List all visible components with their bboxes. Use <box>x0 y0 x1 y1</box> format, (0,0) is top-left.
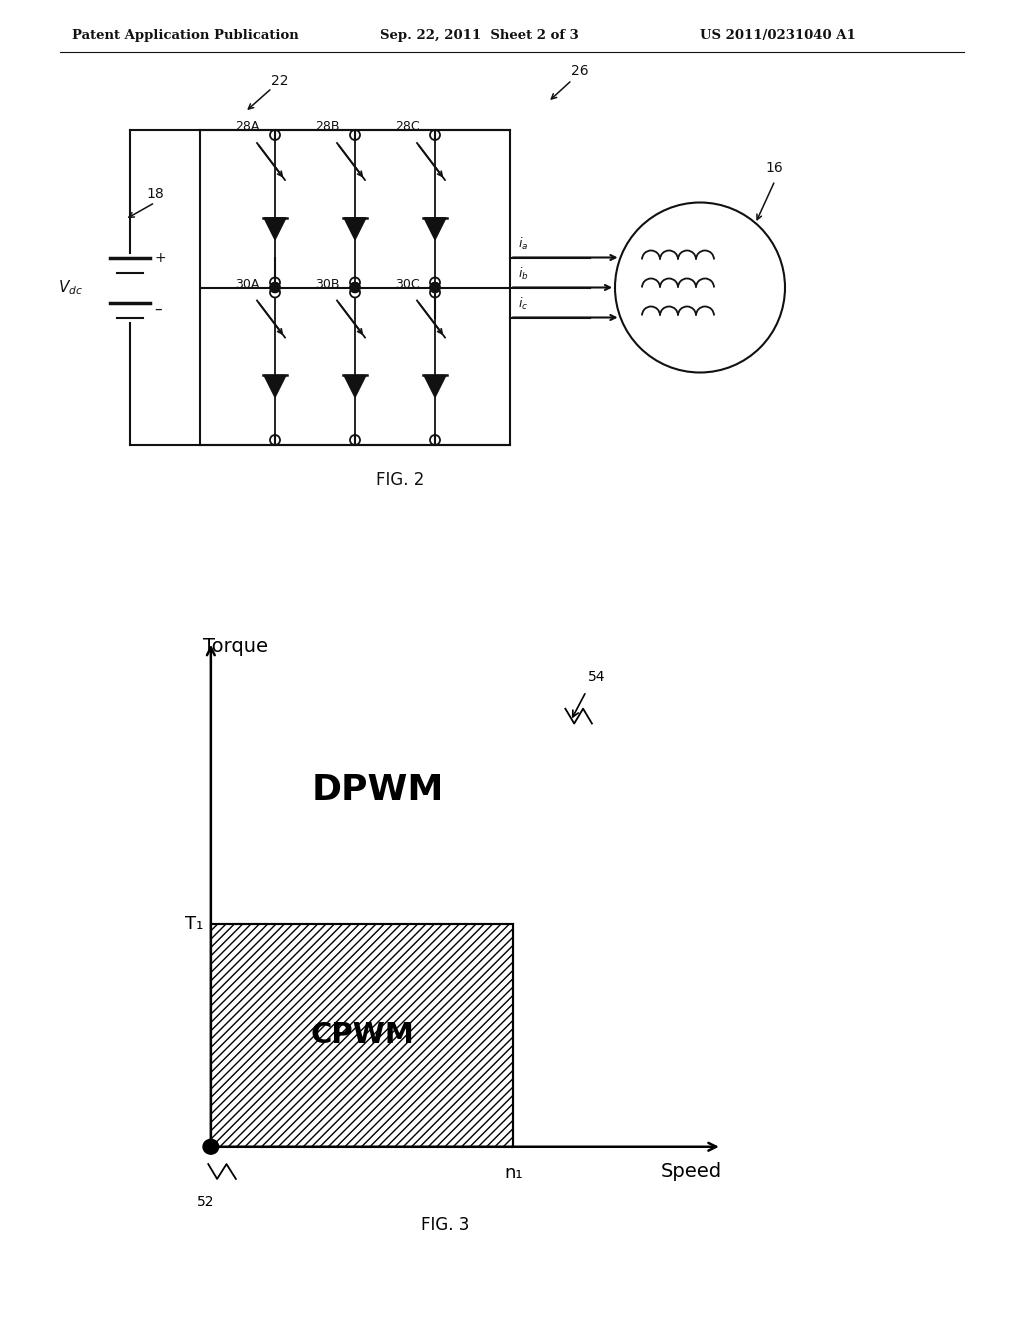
Text: $i_c$: $i_c$ <box>518 296 528 312</box>
Polygon shape <box>344 218 366 240</box>
Text: Torque: Torque <box>203 636 268 656</box>
Text: FIG. 3: FIG. 3 <box>421 1216 470 1234</box>
Text: 28C: 28C <box>394 120 419 133</box>
Text: T₁: T₁ <box>184 915 203 933</box>
Circle shape <box>430 282 440 293</box>
Text: US 2011/0231040 A1: US 2011/0231040 A1 <box>700 29 856 41</box>
Circle shape <box>350 282 360 293</box>
Text: Sep. 22, 2011  Sheet 2 of 3: Sep. 22, 2011 Sheet 2 of 3 <box>380 29 579 41</box>
Polygon shape <box>344 375 366 397</box>
Circle shape <box>270 282 280 293</box>
Text: Speed: Speed <box>660 1162 722 1180</box>
Text: Patent Application Publication: Patent Application Publication <box>72 29 299 41</box>
Text: –: – <box>154 302 162 317</box>
Bar <box>200 129 510 445</box>
Text: 30A: 30A <box>234 277 259 290</box>
Text: 54: 54 <box>588 671 605 685</box>
Text: DPWM: DPWM <box>311 774 443 808</box>
Text: $V_{dc}$: $V_{dc}$ <box>58 279 83 297</box>
Polygon shape <box>264 218 286 240</box>
Circle shape <box>270 282 280 293</box>
Circle shape <box>203 1139 219 1154</box>
Polygon shape <box>264 375 286 397</box>
Text: 28A: 28A <box>234 120 259 133</box>
Polygon shape <box>424 218 446 240</box>
Text: 30C: 30C <box>394 277 419 290</box>
Text: +: + <box>154 251 166 264</box>
Bar <box>211 924 513 1147</box>
Polygon shape <box>424 375 446 397</box>
Text: 52: 52 <box>197 1195 214 1209</box>
Text: 22: 22 <box>271 74 289 88</box>
Circle shape <box>430 282 440 293</box>
Circle shape <box>350 282 360 293</box>
Text: CPWM: CPWM <box>310 1022 414 1049</box>
Text: $i_b$: $i_b$ <box>518 265 528 281</box>
Text: 16: 16 <box>765 161 782 176</box>
Text: 28B: 28B <box>314 120 339 133</box>
Text: n₁: n₁ <box>504 1164 522 1183</box>
Text: FIG. 2: FIG. 2 <box>376 471 424 488</box>
Text: 18: 18 <box>146 186 164 201</box>
Text: 26: 26 <box>571 63 589 78</box>
Text: 30B: 30B <box>314 277 339 290</box>
Text: $i_a$: $i_a$ <box>518 235 528 252</box>
